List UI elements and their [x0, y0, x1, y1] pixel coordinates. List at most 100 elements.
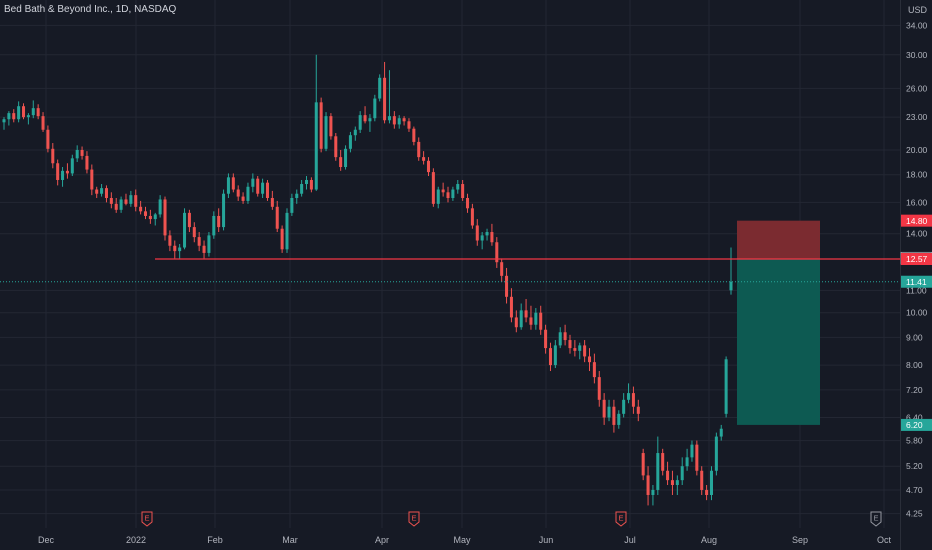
- candle-88: [431, 168, 435, 207]
- candle-136: [666, 461, 670, 485]
- price-tick-label: 23.00: [906, 112, 928, 122]
- candle-67: [329, 113, 333, 140]
- candle-body: [129, 195, 133, 204]
- candle-30: [148, 209, 152, 224]
- candle-90: [441, 182, 445, 197]
- candle-104: [509, 288, 513, 323]
- candle-body: [183, 212, 187, 248]
- price-tick-label: 14.00: [906, 229, 928, 239]
- candle-102: [500, 258, 504, 282]
- candle-100: [490, 223, 494, 246]
- time-tick-label[interactable]: Apr: [375, 535, 389, 545]
- time-tick-label[interactable]: Jul: [624, 535, 636, 545]
- earnings-icon: E: [408, 511, 420, 527]
- price-tick-label: 4.25: [906, 509, 923, 519]
- price-label-2[interactable]: 12.57: [901, 253, 932, 266]
- candle-32: [158, 195, 162, 218]
- time-tick-label[interactable]: Mar: [282, 535, 298, 545]
- candle-body: [290, 198, 294, 213]
- price-label-bg: [901, 275, 932, 288]
- candle-body: [641, 453, 645, 476]
- candle-91: [446, 186, 450, 203]
- candle-62: [304, 176, 309, 190]
- candle-57: [280, 225, 284, 253]
- candle-139: [680, 457, 684, 485]
- candle-body: [192, 227, 196, 238]
- candle-body: [485, 232, 489, 236]
- earnings-letter: E: [144, 514, 149, 523]
- time-tick-label[interactable]: 2022: [126, 535, 146, 545]
- candle-body: [568, 340, 572, 349]
- time-axis[interactable]: Dec 2022 Feb Mar Apr May Jun Jul Aug Sep Oct: [38, 535, 892, 545]
- price-tick-label: 26.00: [906, 83, 928, 93]
- time-tick-label[interactable]: Sep: [792, 535, 808, 545]
- candle-body: [41, 116, 45, 130]
- time-tick-label[interactable]: Jun: [539, 535, 554, 545]
- candle-144: [705, 484, 709, 501]
- price-label-3[interactable]: 11.41: [901, 275, 932, 288]
- candle-body: [36, 108, 40, 117]
- earnings-badge: [615, 511, 627, 527]
- candle-92: [451, 186, 455, 201]
- candle-147: [719, 424, 723, 441]
- price-tick-label: 18.00: [906, 170, 928, 180]
- candle-body: [304, 179, 309, 185]
- time-tick-label[interactable]: Aug: [701, 535, 717, 545]
- candle-body: [729, 281, 733, 291]
- candle-body: [339, 157, 343, 168]
- candle-body: [46, 129, 50, 149]
- candle-body: [134, 195, 138, 207]
- profit-target-zone[interactable]: [737, 259, 820, 425]
- candle-body: [617, 413, 621, 425]
- candle-75: [368, 114, 372, 132]
- price-tick-label: 5.20: [906, 461, 923, 471]
- candle-137: [670, 470, 674, 495]
- time-tick-label[interactable]: Dec: [38, 535, 55, 545]
- candle-143: [700, 466, 704, 495]
- candle-body: [246, 186, 250, 201]
- candle-25: [124, 193, 128, 206]
- candle-95: [466, 193, 470, 213]
- candle-body: [153, 214, 157, 220]
- candle-121: [592, 353, 596, 384]
- price-axis[interactable]: 34.00 30.00 26.00 23.00 20.00 18.00 16.00 14.00…: [900, 0, 932, 550]
- candle-body: [407, 121, 411, 129]
- candle-87: [426, 157, 431, 177]
- candle-body: [509, 296, 513, 318]
- candle-142: [695, 440, 699, 476]
- price-label-0[interactable]: 14.80: [901, 214, 932, 227]
- price-tick-label: 5.80: [906, 436, 923, 446]
- candle-body: [344, 148, 348, 168]
- candle-24: [119, 196, 123, 213]
- time-tick-label[interactable]: May: [453, 535, 471, 545]
- horizontal-lines[interactable]: [0, 258, 900, 283]
- stop-loss-zone[interactable]: [737, 220, 820, 260]
- candle-body: [256, 178, 260, 194]
- candle-68: [334, 133, 338, 161]
- price-label-4[interactable]: 6.20: [901, 418, 932, 431]
- candle-114: [558, 327, 562, 349]
- candle-69: [339, 149, 343, 171]
- candle-body: [26, 115, 30, 118]
- candle-101: [495, 237, 499, 268]
- candle-112: [548, 342, 552, 372]
- candle-56: [275, 200, 279, 233]
- risk-reward-position[interactable]: [737, 220, 820, 425]
- candle-body: [587, 356, 592, 363]
- candle-42: [207, 232, 211, 257]
- candle-46: [226, 173, 230, 199]
- earnings-icon: E: [870, 511, 882, 527]
- candle-body: [514, 317, 518, 328]
- earnings-letter: E: [618, 514, 623, 523]
- candle-body: [378, 77, 382, 99]
- candle-body: [51, 148, 55, 164]
- candle-body: [719, 428, 723, 437]
- candle-body: [90, 169, 94, 190]
- time-tick-label[interactable]: Feb: [207, 535, 223, 545]
- candle-body: [597, 377, 601, 400]
- time-tick-label[interactable]: Oct: [877, 535, 892, 545]
- candle-body: [631, 393, 635, 407]
- earnings-badge: [870, 511, 882, 527]
